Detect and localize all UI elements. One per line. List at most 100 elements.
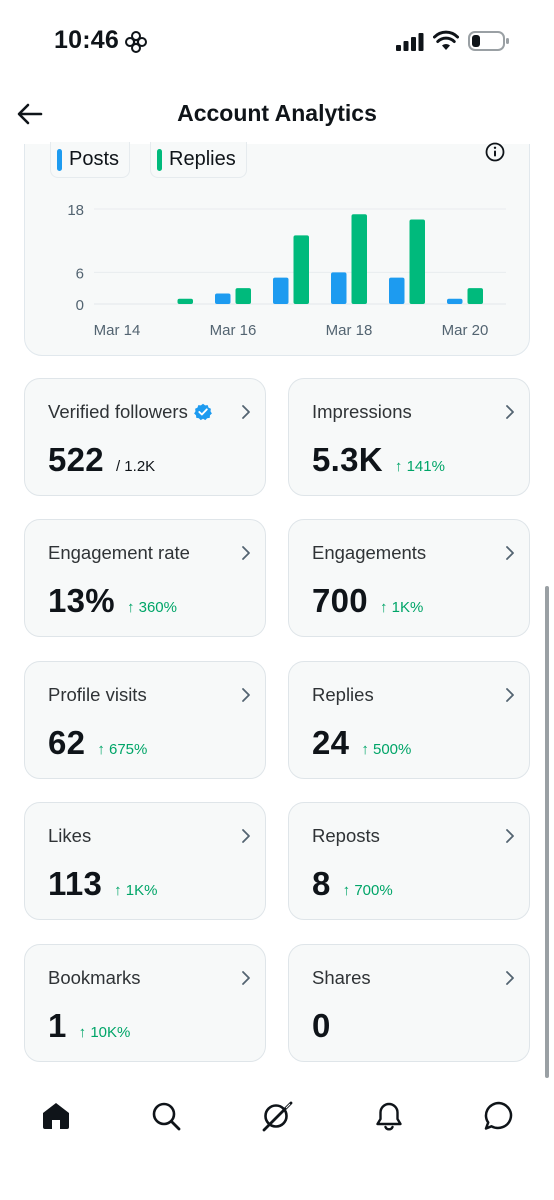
stat-card-impressions[interactable]: Impressions 5.3K ↑ 141% (288, 378, 530, 496)
bell-icon (376, 1102, 402, 1131)
stat-change: ↑ 141% (394, 458, 445, 475)
stat-change: ↑ 500% (361, 741, 412, 758)
bar-replies-mar-20 (467, 288, 483, 304)
stat-label-text: Reposts (312, 825, 380, 846)
bar-posts-mar-20 (447, 298, 463, 304)
search-icon (152, 1102, 181, 1131)
status-bar: 10:46 (0, 0, 554, 84)
stat-card-engagement-rate[interactable]: Engagement rate 13% ↑ 360% (24, 519, 266, 637)
stat-value: 522 (48, 441, 104, 478)
stat-value-row: 62 ↑ 675% (48, 724, 147, 762)
chevron-right-icon (242, 546, 250, 560)
y-tick-label: 6 (76, 265, 84, 282)
stat-label-text: Engagement rate (48, 542, 190, 563)
nav-home[interactable] (38, 1098, 74, 1134)
stat-label: Likes (48, 825, 91, 847)
home-indicator-area (0, 1160, 554, 1200)
stat-label: Verified followers (48, 401, 212, 423)
chevron-right-icon (242, 829, 250, 843)
info-icon[interactable] (484, 141, 506, 163)
x-tick-label: Mar 20 (442, 322, 489, 339)
bar-posts-mar-19 (389, 277, 405, 304)
stat-value-row: 24 ↑ 500% (312, 724, 411, 762)
bar-replies-mar-17 (293, 235, 309, 304)
stat-value: 8 (312, 865, 331, 902)
stat-value: 5.3K (312, 441, 383, 478)
stat-card-replies[interactable]: Replies 24 ↑ 500% (288, 661, 530, 779)
nav-messages[interactable] (481, 1098, 517, 1134)
chevron-right-icon (506, 405, 514, 419)
scrollbar[interactable] (545, 586, 549, 1078)
bar-replies-mar-18 (351, 214, 367, 304)
bottom-nav (0, 1086, 554, 1150)
bar-posts-mar-18 (331, 272, 347, 304)
chevron-right-icon (242, 971, 250, 985)
bar-replies-mar-16 (235, 288, 251, 304)
app-header: Account Analytics (0, 86, 554, 146)
stat-change: ↑ 1K% (114, 882, 158, 899)
status-time: 10:46 (54, 26, 119, 54)
stat-change: ↑ 675% (97, 741, 148, 758)
nav-grok[interactable] (259, 1098, 295, 1134)
stat-label-text: Likes (48, 825, 92, 846)
stat-change: ↑ 360% (126, 599, 177, 616)
stat-card-verified-followers[interactable]: Verified followers 522 / 1.2K (24, 378, 266, 496)
verified-badge-icon (193, 403, 212, 421)
arrow-left-icon (17, 103, 43, 125)
legend-label-posts: Posts (69, 148, 120, 170)
page-title: Account Analytics (177, 100, 377, 126)
nav-search[interactable] (148, 1098, 184, 1134)
stat-label-text: Verified followers (48, 401, 188, 422)
stat-label: Replies (312, 684, 374, 706)
stat-card-reposts[interactable]: Reposts 8 ↑ 700% (288, 802, 530, 920)
stat-card-shares[interactable]: Shares 0 (288, 944, 530, 1062)
stat-value-row: 0 (312, 1007, 331, 1045)
stat-card-bookmarks[interactable]: Bookmarks 1 ↑ 10K% (24, 944, 266, 1062)
legend-swatch-replies (157, 148, 162, 171)
chevron-right-icon (506, 971, 514, 985)
stat-value: 1 (48, 1007, 67, 1044)
cellular-signal-icon (396, 33, 424, 51)
bar-replies-mar-19 (409, 219, 425, 304)
stat-label-text: Bookmarks (48, 967, 141, 988)
stat-label-text: Engagements (312, 542, 427, 563)
stat-card-profile-visits[interactable]: Profile visits 62 ↑ 675% (24, 661, 266, 779)
nav-notifications[interactable] (371, 1098, 407, 1134)
stat-total: / 1.2K (115, 458, 156, 475)
stat-card-engagements[interactable]: Engagements 700 ↑ 1K% (288, 519, 530, 637)
stat-value: 24 (312, 724, 350, 761)
stat-label: Shares (312, 967, 371, 989)
grok-icon (262, 1101, 293, 1132)
stat-value: 13% (48, 582, 115, 619)
stat-value-row: 13% ↑ 360% (48, 582, 177, 620)
x-tick-label: Mar 14 (94, 322, 141, 339)
stat-label: Engagement rate (48, 542, 190, 564)
stat-label-text: Shares (312, 967, 371, 988)
legend-label-replies: Replies (169, 148, 236, 170)
bar-replies-mar-15 (177, 298, 193, 304)
flower-focus-icon (125, 31, 147, 53)
header-background (0, 86, 554, 144)
chevron-right-icon (506, 546, 514, 560)
chevron-right-icon (242, 688, 250, 702)
bar-chart: 0 6 18 Mar 14 Mar 16 Mar 18 Mar 20 (67, 202, 506, 339)
legend-replies[interactable]: Replies (150, 142, 247, 178)
chevron-right-icon (506, 688, 514, 702)
chevron-right-icon (506, 829, 514, 843)
stat-value: 0 (312, 1007, 331, 1044)
stat-value: 700 (312, 582, 368, 619)
y-tick-label: 0 (76, 297, 84, 314)
home-icon (43, 1103, 69, 1129)
y-tick-label: 18 (67, 202, 84, 219)
back-button[interactable] (12, 96, 48, 132)
stat-card-likes[interactable]: Likes 113 ↑ 1K% (24, 802, 266, 920)
bar-posts-mar-16 (215, 293, 231, 304)
message-icon (484, 1101, 513, 1130)
legend-swatch-posts (57, 148, 62, 171)
stat-value-row: 113 ↑ 1K% (48, 865, 158, 903)
bar-posts-mar-17 (273, 277, 289, 304)
stat-value-row: 8 ↑ 700% (312, 865, 393, 903)
legend-posts[interactable]: Posts (50, 142, 131, 178)
stat-label: Bookmarks (48, 967, 141, 989)
stat-label-text: Impressions (312, 401, 412, 422)
